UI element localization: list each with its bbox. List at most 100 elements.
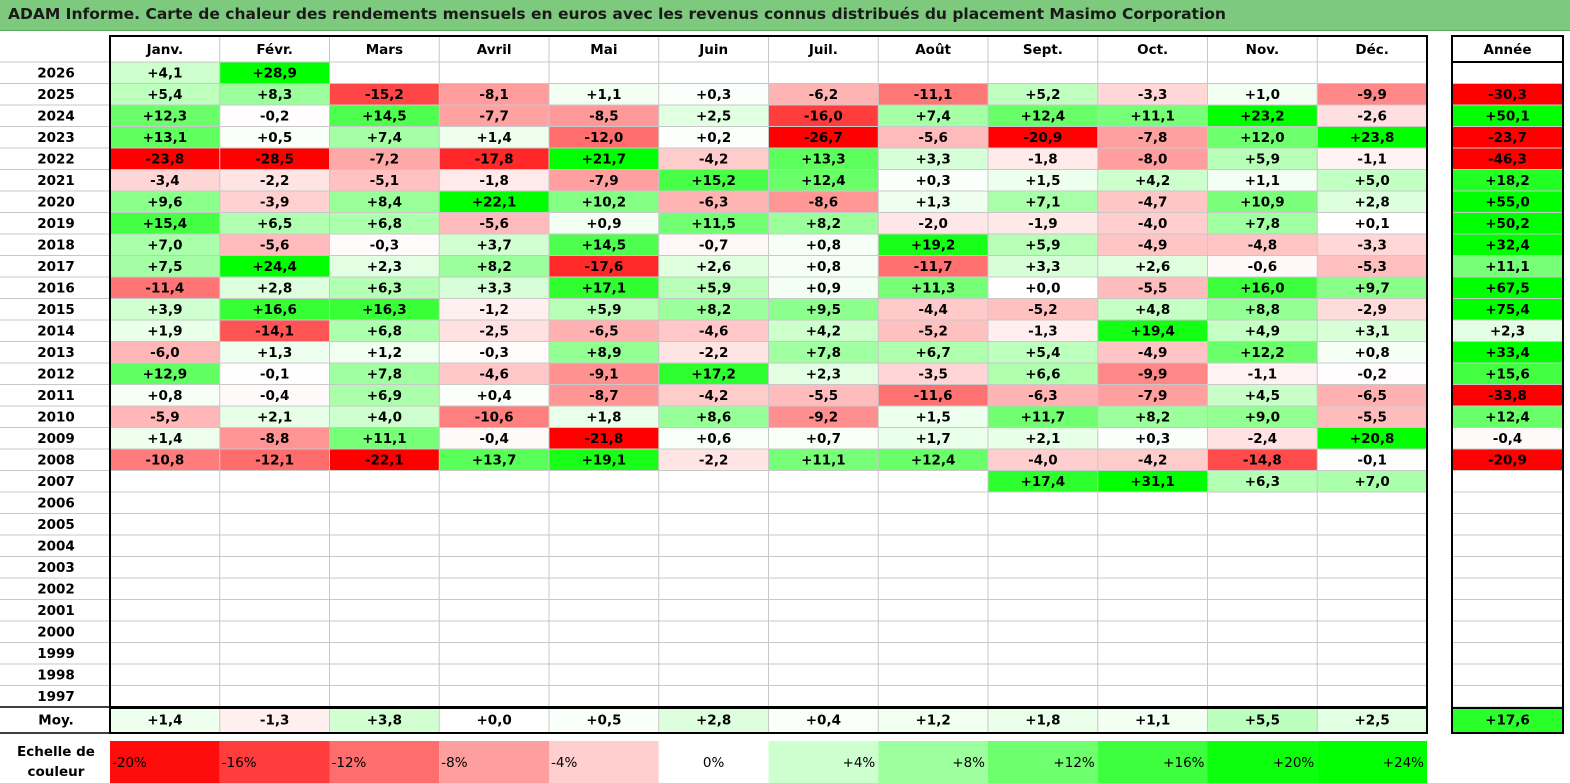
value-label: -15,2 — [365, 87, 404, 103]
value-label: +16,3 — [362, 302, 407, 318]
value-label: +6,5 — [257, 216, 292, 232]
value-label: +11,1 — [801, 452, 846, 468]
heat-cell — [878, 277, 988, 299]
heat-cell — [658, 126, 769, 148]
average-value-label: +0,0 — [477, 713, 512, 729]
value-label: +3,3 — [1025, 259, 1060, 275]
heat-cell — [549, 384, 659, 406]
heat-cell — [110, 298, 220, 320]
value-label: +1,9 — [147, 323, 182, 339]
heat-cell — [439, 212, 549, 234]
value-label: +0,8 — [806, 237, 841, 253]
heat-cell — [1207, 234, 1318, 256]
value-label: +6,7 — [916, 345, 951, 361]
annual-value-label: +11,1 — [1485, 259, 1530, 275]
heat-cell — [658, 341, 769, 363]
year-label: 2005 — [37, 517, 75, 533]
heat-cell — [329, 406, 440, 428]
average-cell — [219, 708, 330, 733]
heat-cell — [1317, 427, 1427, 449]
average-value-label: +3,8 — [367, 713, 402, 729]
average-value-label: +5,5 — [1245, 713, 1280, 729]
heat-cell — [768, 191, 879, 213]
heat-cell — [988, 169, 1098, 191]
value-label: -6,5 — [589, 323, 619, 339]
heat-cell — [768, 212, 879, 234]
annual-cell — [1452, 191, 1563, 213]
heat-cell — [219, 406, 330, 428]
year-label: 2006 — [37, 495, 75, 511]
average-annual-label: +17,6 — [1485, 713, 1530, 729]
heat-cell — [768, 449, 879, 471]
annual-cell — [1452, 277, 1563, 299]
heat-cell — [219, 83, 330, 105]
value-label: +11,1 — [1130, 108, 1175, 124]
heat-cell — [1317, 320, 1427, 342]
value-label: -0,7 — [699, 237, 729, 253]
heat-cell — [219, 384, 330, 406]
value-label: -4,2 — [699, 151, 729, 167]
heat-cell — [1317, 83, 1427, 105]
heat-cell — [1097, 148, 1208, 170]
heat-cell — [329, 320, 440, 342]
average-cell — [658, 708, 769, 733]
month-header: Mai — [590, 42, 617, 58]
value-label: +2,3 — [806, 366, 841, 382]
value-label: +7,5 — [147, 259, 182, 275]
value-label: -6,0 — [150, 345, 180, 361]
value-label: +1,0 — [1245, 87, 1280, 103]
value-label: +0,8 — [1355, 345, 1390, 361]
value-label: +19,4 — [1130, 323, 1175, 339]
heat-cell — [768, 298, 879, 320]
heat-cell — [549, 341, 659, 363]
year-label: 2012 — [37, 366, 75, 382]
heat-cell — [439, 255, 549, 277]
value-label: -2,2 — [699, 452, 729, 468]
average-cell — [878, 708, 988, 733]
average-value-label: +0,4 — [806, 713, 841, 729]
value-label: -20,9 — [1023, 130, 1062, 146]
year-label: 2015 — [37, 302, 75, 318]
heat-cell — [988, 148, 1098, 170]
scale-tick-label: -8% — [441, 755, 467, 771]
scale-swatch — [658, 741, 769, 783]
value-label: +1,1 — [586, 87, 621, 103]
value-label: +9,0 — [1245, 409, 1280, 425]
heat-cell — [439, 234, 549, 256]
value-label: -7,9 — [1138, 388, 1168, 404]
heat-cell — [988, 105, 1098, 127]
annual-value-label: +75,4 — [1485, 302, 1530, 318]
year-label: 2021 — [37, 173, 75, 189]
value-label: +13,3 — [801, 151, 846, 167]
heat-cell — [878, 449, 988, 471]
heat-cell — [219, 212, 330, 234]
year-label: 2004 — [37, 538, 75, 554]
heat-cell — [878, 126, 988, 148]
value-label: +8,6 — [696, 409, 731, 425]
value-label: -5,5 — [809, 388, 839, 404]
value-label: -9,1 — [589, 366, 619, 382]
heat-cell — [110, 126, 220, 148]
heat-cell — [878, 105, 988, 127]
year-label: 2016 — [37, 280, 75, 296]
heat-cell — [988, 83, 1098, 105]
heat-cell — [439, 449, 549, 471]
heat-cell — [329, 169, 440, 191]
average-cell — [1097, 708, 1208, 733]
year-label: 1998 — [37, 667, 75, 683]
value-label: -17,8 — [475, 151, 514, 167]
heat-cell — [658, 105, 769, 127]
value-label: +6,3 — [1245, 474, 1280, 490]
value-label: +16,0 — [1240, 280, 1285, 296]
heat-cell — [110, 148, 220, 170]
year-label: 2020 — [37, 194, 75, 210]
value-label: +7,8 — [806, 345, 841, 361]
value-label: +1,4 — [147, 431, 182, 447]
annual-value-label: +32,4 — [1485, 237, 1530, 253]
value-label: -2,6 — [1357, 108, 1387, 124]
heat-cell — [1317, 384, 1427, 406]
value-label: +0,3 — [916, 173, 951, 189]
value-label: -11,7 — [914, 259, 953, 275]
annual-border — [1451, 35, 1564, 734]
value-label: -11,6 — [914, 388, 953, 404]
